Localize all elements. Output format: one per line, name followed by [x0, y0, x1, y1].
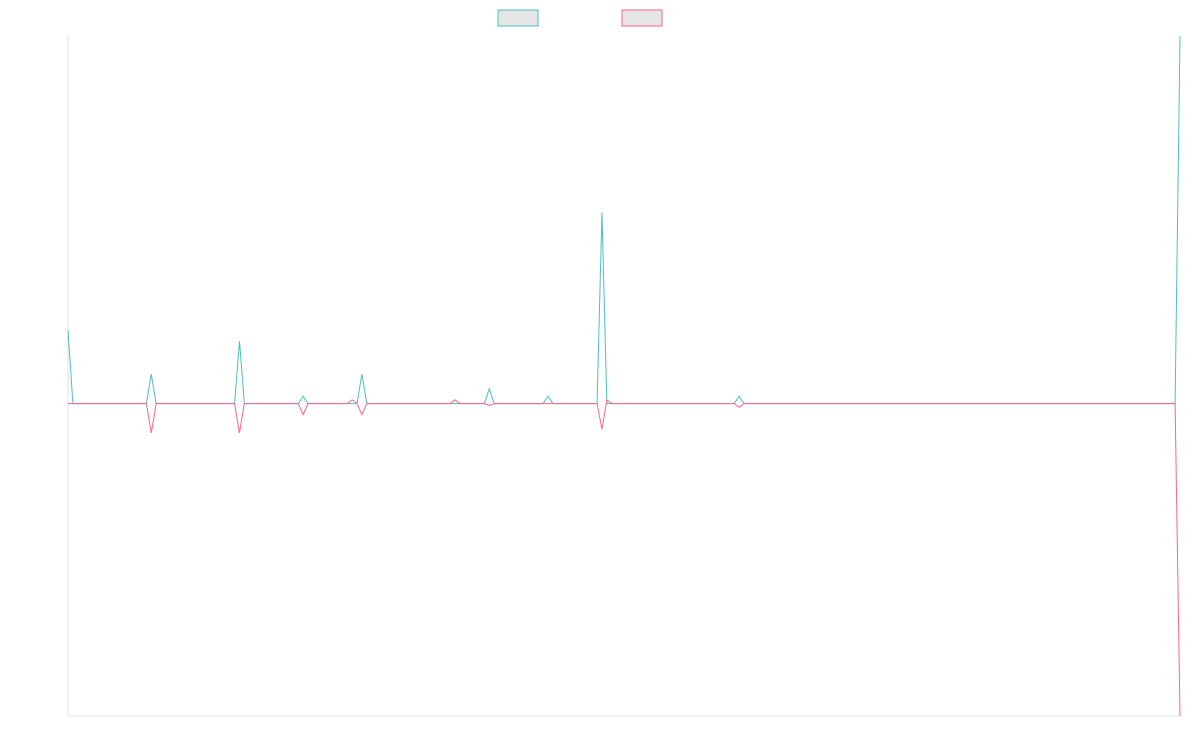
legend-swatch[interactable] — [621, 9, 663, 27]
series-line — [67, 35, 1181, 405]
series-line — [68, 398, 1181, 717]
legend-swatch[interactable] — [497, 9, 539, 27]
